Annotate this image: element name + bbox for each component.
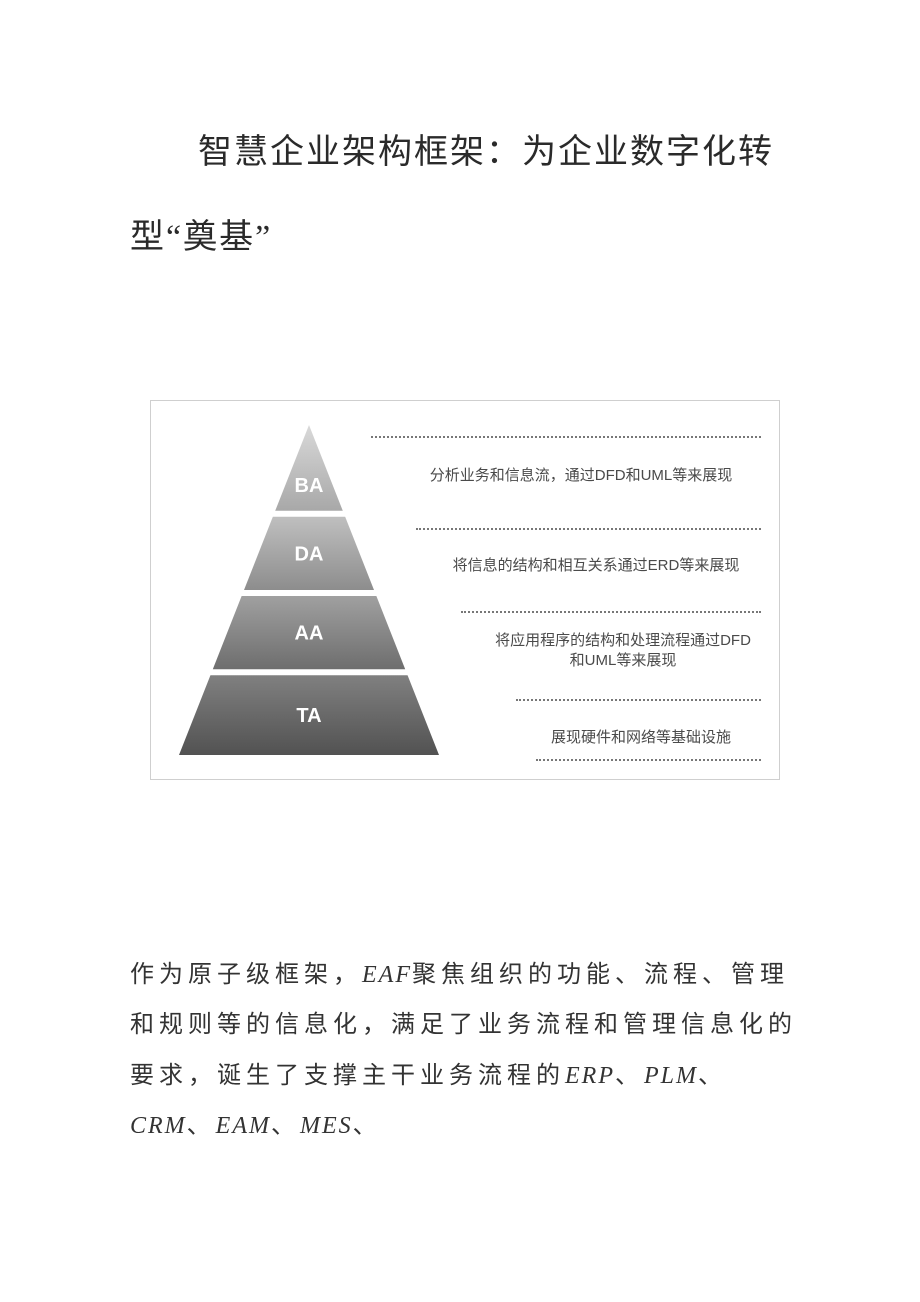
cn-text: 作为原子级框架， [130,962,362,988]
pyramid-desc-aa: 将应用程序的结构和处理流程通过DFD和UML等来展现 [493,631,753,672]
pyramid-desc-ba: 分析业务和信息流，通过DFD和UML等来展现 [416,466,746,486]
document-title: 智慧企业架构框架：为企业数字化转型“奠基” [130,110,805,280]
pyramid-level-ba [275,425,343,511]
pyramid-label-ba: BA [295,475,324,497]
divider-dotted [516,699,761,701]
english-term: EAF [362,962,412,988]
pyramid-label-aa: AA [295,623,324,645]
pyramid-desc-ta: 展现硬件和网络等基础设施 [531,728,751,748]
divider-dotted [416,528,761,530]
body-paragraph: 作为原子级框架，EAF聚焦组织的功能、流程、管理和规则等的信息化，满足了业务流程… [130,950,805,1152]
pyramid-label-ta: TA [296,705,321,727]
cn-text: 、 [187,1113,216,1139]
cn-text: 、 [615,1063,644,1089]
divider-dotted [461,611,761,613]
divider-dotted [371,436,761,438]
english-term: EAM [216,1113,271,1139]
cn-text: 、 [698,1063,727,1089]
english-term: CRM [130,1113,187,1139]
english-term: ERP [565,1063,615,1089]
english-term: PLM [644,1063,698,1089]
pyramid-desc-da: 将信息的结构和相互关系通过ERD等来展现 [446,556,746,576]
pyramid-label-da: DA [295,543,324,565]
cn-text: 、 [353,1113,382,1139]
english-term: MES [300,1113,353,1139]
cn-text: 、 [271,1113,300,1139]
pyramid-diagram: BA DA AA TA 分析业务和信息流，通过DFD和UML等来展现将信息的结构和相互… [150,400,780,780]
divider-dotted [536,759,761,761]
